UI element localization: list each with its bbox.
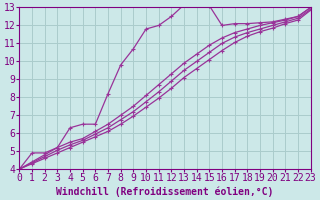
X-axis label: Windchill (Refroidissement éolien,°C): Windchill (Refroidissement éolien,°C) bbox=[56, 186, 274, 197]
